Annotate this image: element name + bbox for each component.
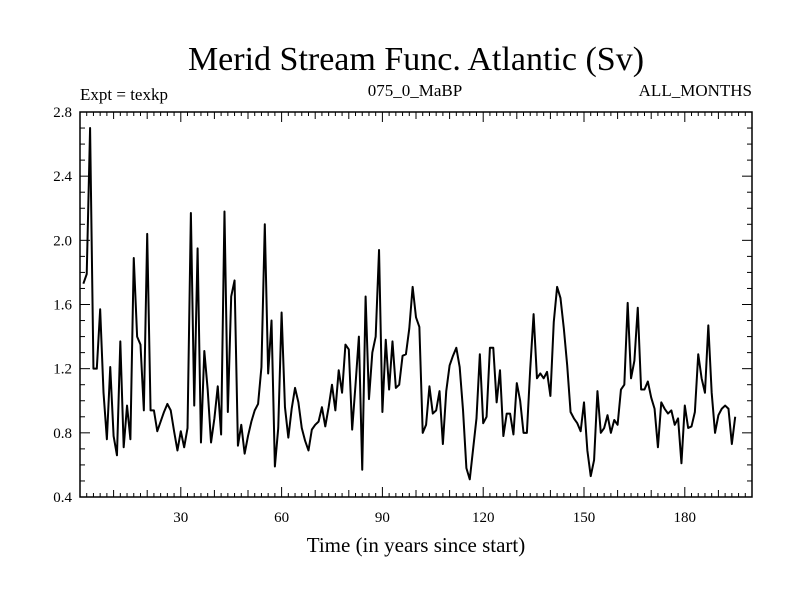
x-tick-label: 60 [274,510,289,526]
y-tick-label: 1.2 [53,362,72,378]
y-tick-label: 0.8 [53,426,72,442]
x-tick-label: 150 [573,510,596,526]
series-line [82,127,737,481]
plot-frame [79,111,753,498]
chart-title: Merid Stream Func. Atlantic (Sv) [188,41,644,78]
x-axis-label: Time (in years since start) [307,533,526,557]
y-tick-label: 0.4 [53,490,72,506]
x-tick-label: 120 [472,510,495,526]
series-layer [82,127,737,481]
x-tick-label: 30 [173,510,188,526]
months-label: ALL_MONTHS [639,81,752,100]
y-tick-label: 2.0 [53,233,72,249]
x-tick-label: 180 [674,510,697,526]
y-tick-label: 1.6 [53,298,72,314]
y-tick-label: 2.8 [53,105,72,121]
tick-marks [80,112,752,497]
experiment-label: Expt = texkp [80,85,168,104]
y-tick-label: 2.4 [53,169,72,185]
x-tick-label: 90 [375,510,390,526]
period-label: 075_0_MaBP [368,81,462,100]
tick-labels: 30 60 90 120 150 180 0.4 0.8 1.2 1.6 2.0 2.4 2.8 [53,105,696,526]
